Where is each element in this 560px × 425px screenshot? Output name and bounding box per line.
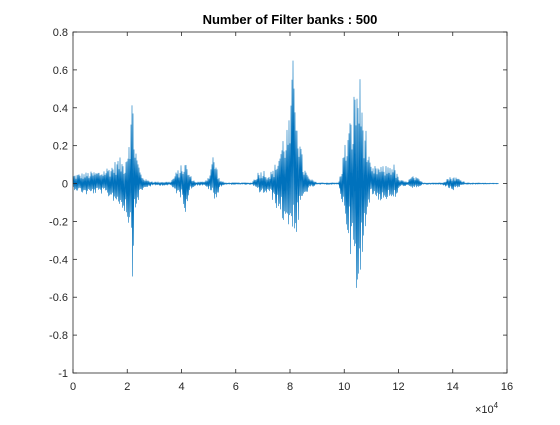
y-tick-label: -0.4 bbox=[49, 254, 68, 266]
x-tick-label: 16 bbox=[501, 381, 513, 393]
y-tick-label: -0.6 bbox=[49, 292, 68, 304]
x-tick-label: 8 bbox=[287, 381, 293, 393]
y-tick-label: -0.8 bbox=[49, 330, 68, 342]
y-tick-label: 0 bbox=[62, 179, 68, 191]
x-tick-label: 6 bbox=[233, 381, 239, 393]
x-tick-label: 0 bbox=[70, 381, 76, 393]
x-axis-exponent-label: ×104 bbox=[475, 401, 499, 416]
series-layer bbox=[72, 60, 499, 288]
axes-background bbox=[73, 32, 507, 373]
x-exponent-power: 4 bbox=[494, 401, 499, 410]
x-exponent-base: ×10 bbox=[475, 404, 494, 416]
y-tick-label: 0.2 bbox=[53, 141, 68, 153]
x-tick-label: 4 bbox=[178, 381, 184, 393]
x-tick-label: 12 bbox=[392, 381, 404, 393]
y-tick-label: 0.4 bbox=[53, 103, 68, 115]
y-tick-label: 0.8 bbox=[53, 27, 68, 39]
x-tick-label: 2 bbox=[124, 381, 130, 393]
y-tick-label: 0.6 bbox=[53, 65, 68, 77]
y-tick-label: -1 bbox=[58, 368, 68, 380]
x-axis-ticks: 0 2 4 6 8 10 12 14 16 bbox=[70, 32, 513, 393]
chart-title: Number of Filter banks : 500 bbox=[203, 12, 378, 27]
y-tick-label: -0.2 bbox=[49, 216, 68, 228]
x-tick-label: 14 bbox=[447, 381, 459, 393]
x-tick-label: 10 bbox=[338, 381, 350, 393]
y-axis-ticks: -1 -0.8 -0.6 -0.4 -0.2 0 0.2 0.4 0.6 0.8 bbox=[49, 27, 507, 380]
waveform-series-line bbox=[72, 60, 499, 288]
